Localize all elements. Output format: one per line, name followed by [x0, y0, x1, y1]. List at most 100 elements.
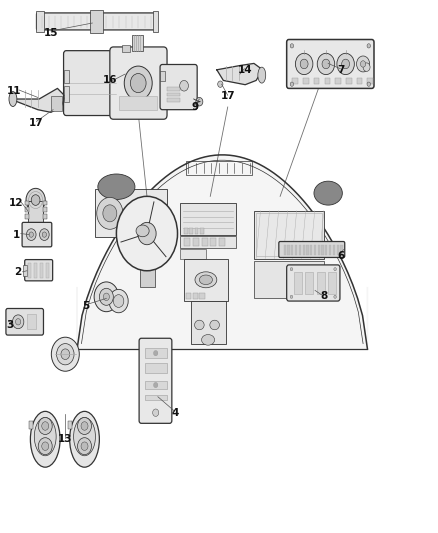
Polygon shape: [217, 63, 263, 85]
Circle shape: [138, 222, 156, 245]
Bar: [191, 301, 226, 344]
Circle shape: [39, 229, 49, 240]
Ellipse shape: [258, 67, 266, 83]
Bar: [335, 78, 341, 84]
Bar: [303, 78, 309, 84]
Circle shape: [367, 44, 371, 48]
Bar: [292, 78, 298, 84]
Text: 15: 15: [44, 28, 58, 38]
Circle shape: [218, 81, 223, 87]
Bar: [95, 189, 166, 237]
Circle shape: [117, 196, 177, 271]
FancyBboxPatch shape: [25, 260, 53, 281]
Bar: [306, 245, 308, 255]
FancyBboxPatch shape: [287, 265, 340, 301]
Bar: [25, 214, 29, 219]
Circle shape: [290, 44, 293, 48]
FancyBboxPatch shape: [139, 338, 172, 423]
Bar: [46, 263, 49, 278]
Bar: [40, 263, 43, 278]
Text: 17: 17: [220, 91, 235, 101]
Bar: [367, 78, 373, 84]
Text: 13: 13: [58, 434, 73, 445]
Text: 1: 1: [12, 230, 20, 240]
Ellipse shape: [70, 411, 99, 467]
Circle shape: [61, 349, 70, 360]
Bar: [132, 35, 143, 51]
Ellipse shape: [210, 320, 219, 330]
Bar: [305, 272, 313, 294]
Bar: [317, 272, 325, 294]
Circle shape: [290, 268, 293, 271]
Circle shape: [31, 195, 40, 205]
Circle shape: [363, 63, 370, 71]
Circle shape: [38, 417, 52, 434]
Bar: [200, 228, 204, 233]
Ellipse shape: [30, 411, 60, 467]
Circle shape: [103, 293, 110, 301]
Text: 11: 11: [7, 86, 21, 96]
Bar: [51, 96, 62, 111]
Bar: [256, 213, 321, 256]
Bar: [186, 161, 252, 174]
Circle shape: [42, 422, 49, 430]
FancyBboxPatch shape: [22, 222, 52, 247]
Bar: [314, 245, 316, 255]
Circle shape: [180, 80, 188, 91]
Text: 5: 5: [82, 301, 89, 311]
Bar: [36, 11, 44, 31]
Circle shape: [295, 53, 313, 75]
Circle shape: [124, 66, 152, 100]
Ellipse shape: [74, 417, 95, 456]
Bar: [321, 245, 324, 255]
Bar: [329, 245, 331, 255]
Circle shape: [78, 438, 92, 455]
Bar: [122, 45, 130, 52]
Circle shape: [38, 438, 52, 455]
Polygon shape: [11, 88, 65, 112]
Text: 12: 12: [9, 198, 23, 208]
Bar: [27, 314, 36, 329]
Bar: [180, 249, 206, 259]
Polygon shape: [77, 155, 367, 349]
Text: 9: 9: [191, 102, 198, 112]
Bar: [328, 272, 336, 294]
Bar: [310, 245, 312, 255]
Circle shape: [357, 56, 370, 72]
Ellipse shape: [201, 335, 215, 345]
Text: 6: 6: [338, 251, 345, 261]
Bar: [193, 293, 198, 300]
Bar: [42, 200, 47, 205]
Bar: [68, 421, 72, 429]
Bar: [25, 200, 29, 205]
FancyBboxPatch shape: [110, 47, 167, 119]
Ellipse shape: [136, 225, 149, 237]
Bar: [184, 238, 190, 246]
Circle shape: [99, 288, 113, 305]
Circle shape: [26, 188, 45, 212]
Bar: [340, 245, 343, 255]
FancyBboxPatch shape: [287, 39, 374, 88]
Bar: [160, 71, 165, 82]
Ellipse shape: [9, 92, 17, 107]
Ellipse shape: [195, 272, 217, 288]
Circle shape: [334, 295, 336, 298]
Circle shape: [42, 442, 49, 450]
Text: 17: 17: [29, 118, 44, 128]
Bar: [186, 293, 191, 300]
Bar: [184, 228, 188, 233]
Text: 3: 3: [7, 320, 14, 330]
Circle shape: [94, 282, 119, 312]
Bar: [140, 236, 155, 287]
Bar: [145, 381, 166, 389]
Bar: [28, 201, 43, 222]
Bar: [34, 263, 37, 278]
Bar: [25, 207, 29, 212]
Circle shape: [290, 82, 293, 86]
Circle shape: [42, 232, 46, 237]
Bar: [64, 86, 69, 102]
Bar: [284, 245, 286, 255]
Circle shape: [113, 295, 124, 308]
Bar: [333, 245, 335, 255]
Text: 8: 8: [320, 290, 328, 301]
